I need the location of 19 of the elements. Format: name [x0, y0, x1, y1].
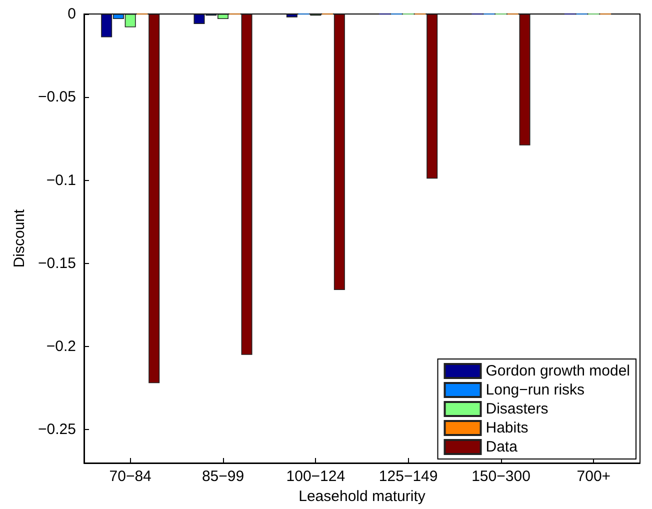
y-tick-label: −0.25 — [38, 421, 76, 438]
x-axis-title: Leasehold maturity — [298, 488, 426, 505]
x-tick-label: 70−84 — [109, 468, 152, 485]
y-tick-label: −0.15 — [38, 254, 76, 272]
legend-label: Disasters — [486, 400, 548, 418]
x-tick-label: 100−124 — [286, 468, 346, 485]
y-tick-label: −0.2 — [46, 338, 76, 356]
y-tick-label: 0 — [68, 6, 76, 22]
x-tick-label: 85−99 — [202, 468, 244, 485]
x-tick-label: 125−149 — [378, 468, 438, 485]
x-tick-label: 700+ — [576, 468, 611, 485]
legend-label: Data — [486, 438, 518, 456]
legend-label: Gordon growth model — [486, 362, 630, 380]
y-axis-title: Discount — [11, 208, 28, 268]
y-tick-label: −0.05 — [38, 88, 76, 106]
legend-label: Habits — [486, 420, 528, 436]
y-tick-label: −0.1 — [46, 172, 76, 189]
x-tick-label: 150−300 — [472, 468, 530, 485]
legend-label: Long−run risks — [486, 382, 585, 398]
